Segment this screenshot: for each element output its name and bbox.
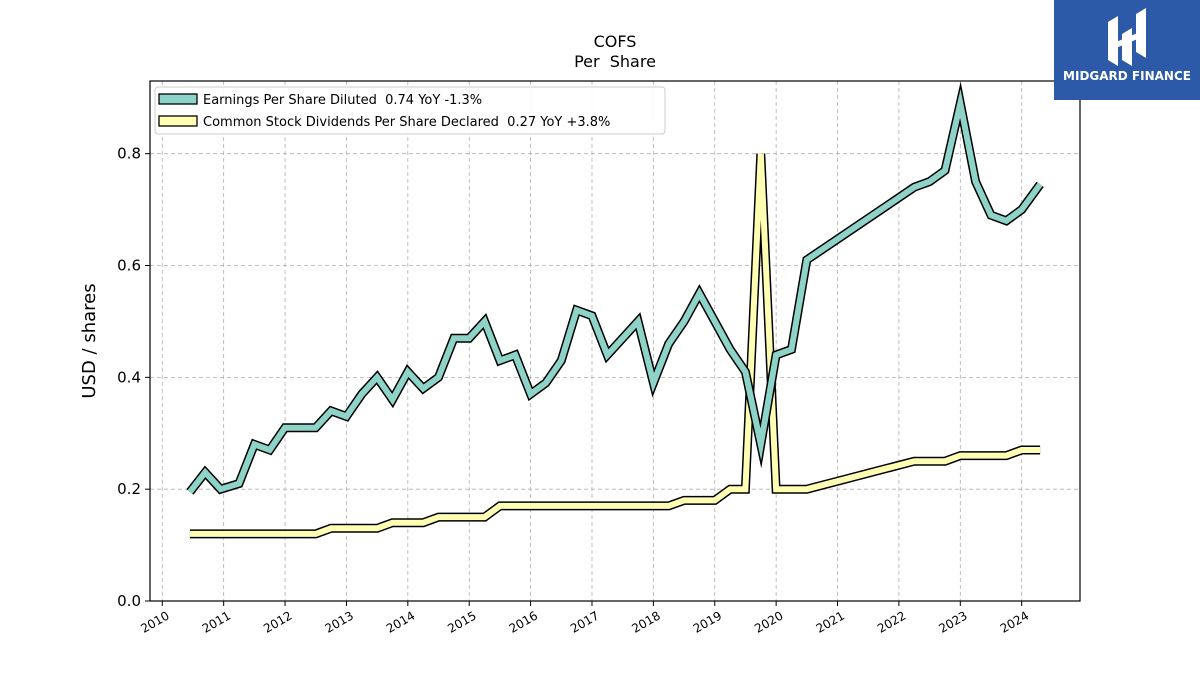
x-tick-label: 2012 — [261, 608, 294, 635]
x-tick-label: 2023 — [936, 608, 969, 635]
x-tick-label: 2020 — [752, 608, 785, 635]
series-layer — [186, 81, 1044, 539]
x-tick-label: 2021 — [814, 608, 847, 635]
y-tick-label: 0.8 — [117, 145, 141, 163]
x-tick-label: 2016 — [507, 608, 540, 635]
chart-subtitle: Per Share — [574, 52, 656, 71]
legend-label-eps: Earnings Per Share Diluted 0.74 YoY -1.3… — [203, 93, 482, 108]
legend-swatch-dividends — [158, 115, 198, 127]
x-tick-label: 2017 — [568, 608, 601, 635]
plot-frame — [149, 80, 1081, 602]
legend: Earnings Per Share Diluted 0.74 YoY -1.3… — [154, 86, 666, 135]
series-0 — [186, 81, 1044, 495]
y-tick-label: 0.2 — [117, 480, 141, 498]
x-tick-label: 2014 — [384, 608, 417, 635]
y-tick-label: 0.6 — [117, 257, 141, 275]
x-tick-label: 2018 — [629, 608, 662, 635]
x-tick-label: 2022 — [875, 608, 908, 635]
series-line — [187, 88, 1043, 494]
x-tick-label: 2011 — [200, 608, 233, 635]
logo-text: MIDGARD FINANCE — [1063, 69, 1191, 83]
midgard-finance-logo: MIDGARD FINANCE — [1054, 0, 1200, 100]
chart-title: COFS — [594, 32, 637, 51]
series-line-outline — [186, 81, 1044, 495]
x-tick-label: 2024 — [998, 608, 1031, 635]
grid — [150, 81, 1080, 602]
y-axis-label: USD / shares — [79, 283, 100, 398]
x-tick-label: 2015 — [445, 608, 478, 635]
legend-swatch-eps — [158, 93, 198, 105]
axes: 0.0 0.2 0.4 0.6 0.8 2010 2011 2012 2013 2014 2015 2… — [117, 145, 1031, 636]
legend-label-dividends: Common Stock Dividends Per Share Declare… — [203, 115, 610, 130]
logo-mark-icon — [1108, 8, 1146, 66]
series-line — [189, 153, 1041, 537]
y-tick-label: 0.4 — [117, 368, 141, 386]
x-tick-label: 2013 — [322, 608, 355, 635]
x-tick-label: 2010 — [138, 608, 171, 635]
x-tick-label: 2019 — [691, 608, 724, 635]
legend-frame — [154, 86, 666, 135]
y-tick-label: 0.0 — [117, 592, 141, 610]
series-1 — [189, 153, 1041, 539]
